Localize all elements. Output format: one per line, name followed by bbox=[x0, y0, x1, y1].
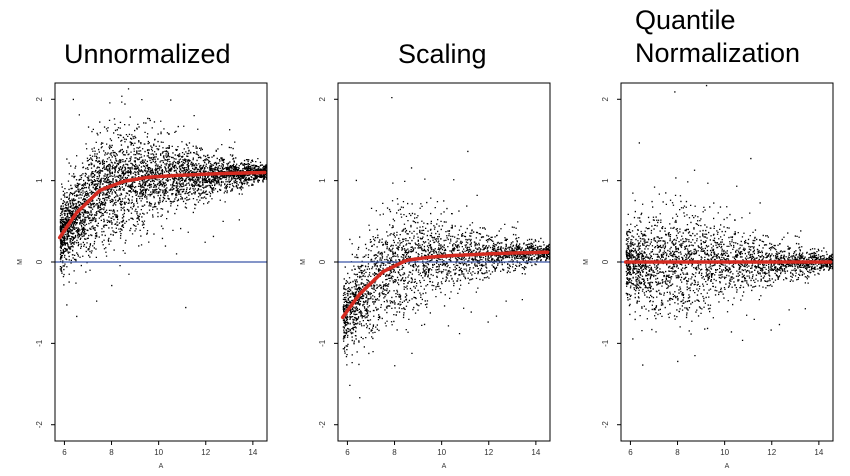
x-tick-label: 12 bbox=[484, 448, 493, 457]
y-tick-label: 2 bbox=[601, 96, 610, 101]
y-tick-label: -1 bbox=[318, 339, 327, 347]
x-axis-title: A bbox=[159, 463, 164, 470]
x-tick-label: 6 bbox=[345, 448, 350, 457]
x-tick-label: 14 bbox=[814, 448, 823, 457]
x-axis-title: A bbox=[725, 463, 730, 470]
y-tick-label: 0 bbox=[601, 259, 610, 264]
y-tick-label: -2 bbox=[601, 421, 610, 429]
loess-curve bbox=[340, 250, 550, 320]
x-tick-label: 14 bbox=[248, 448, 257, 457]
point-cloud bbox=[59, 88, 267, 318]
x-tick-label: 8 bbox=[675, 448, 680, 457]
y-axis-title: M bbox=[583, 259, 590, 265]
y-tick-label: 2 bbox=[318, 96, 327, 101]
x-tick-label: 14 bbox=[531, 448, 540, 457]
x-tick-label: 6 bbox=[628, 448, 633, 457]
scatter-points bbox=[342, 97, 550, 399]
y-tick-label: -2 bbox=[318, 421, 327, 429]
x-tick-label: 6 bbox=[62, 448, 67, 457]
x-tick-label: 12 bbox=[767, 448, 776, 457]
scatter-points bbox=[59, 88, 267, 318]
x-tick-label: 8 bbox=[109, 448, 114, 457]
y-axis-title: M bbox=[300, 259, 307, 265]
y-tick-label: 2 bbox=[35, 96, 44, 101]
point-cloud bbox=[342, 97, 550, 399]
y-tick-label: 1 bbox=[318, 178, 327, 183]
y-tick-label: 0 bbox=[35, 259, 44, 264]
x-tick-label: 10 bbox=[720, 448, 729, 457]
x-tick-label: 10 bbox=[154, 448, 163, 457]
y-tick-label: 0 bbox=[318, 259, 327, 264]
point-cloud bbox=[625, 84, 833, 366]
y-tick-label: 1 bbox=[35, 178, 44, 183]
x-tick-label: 8 bbox=[392, 448, 397, 457]
y-tick-label: -1 bbox=[601, 339, 610, 347]
y-tick-label: -2 bbox=[35, 421, 44, 429]
x-tick-label: 10 bbox=[437, 448, 446, 457]
panel-title-scaling: Scaling bbox=[398, 39, 487, 69]
loess-curve bbox=[57, 170, 267, 240]
scatter-points bbox=[625, 84, 833, 366]
x-tick-label: 12 bbox=[201, 448, 210, 457]
panel-title-unnormalized: Unnormalized bbox=[64, 39, 231, 69]
y-axis-title: M bbox=[17, 259, 24, 265]
panel-title-quantile-normalization: Quantile Normalization bbox=[635, 5, 801, 68]
y-tick-label: 1 bbox=[601, 178, 610, 183]
y-tick-label: -1 bbox=[35, 339, 44, 347]
x-axis-title: A bbox=[442, 463, 447, 470]
